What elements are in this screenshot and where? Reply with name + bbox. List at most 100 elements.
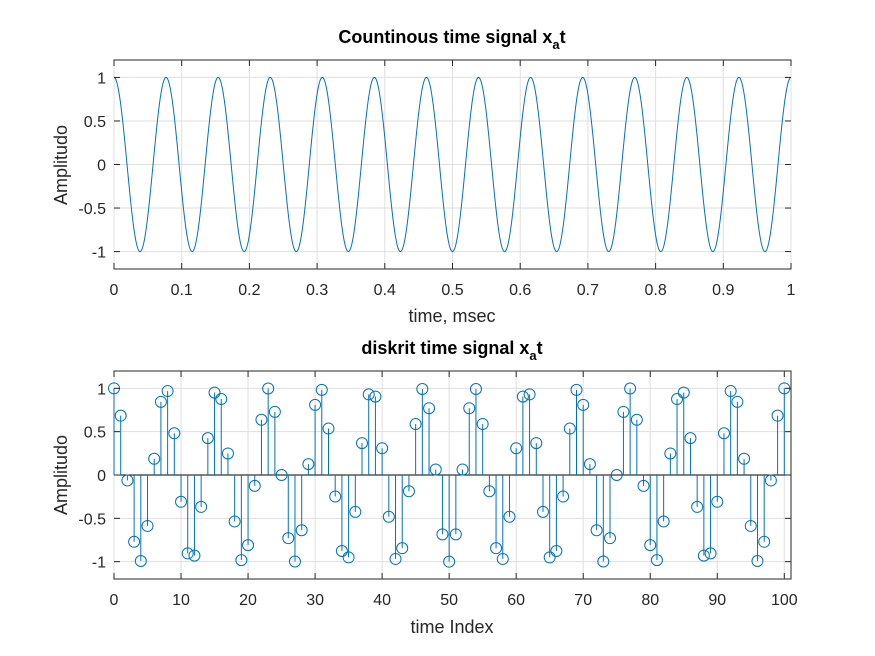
stem-marker xyxy=(309,398,322,411)
stem-marker xyxy=(751,554,764,567)
x-tick-label: 80 xyxy=(641,592,659,609)
y-axis-label-discrete: Amplitudo xyxy=(51,435,71,515)
stem-marker xyxy=(362,388,375,401)
stem-marker xyxy=(396,542,409,555)
x-tick-label: 50 xyxy=(440,592,458,609)
stem-marker xyxy=(724,385,737,398)
y-tick-label: -1 xyxy=(92,555,106,572)
stem-marker xyxy=(242,539,255,552)
stem-marker xyxy=(262,382,275,395)
stem-marker xyxy=(610,469,623,481)
y-tick-label: 0 xyxy=(97,158,106,175)
stem-marker xyxy=(644,539,657,552)
stem-marker xyxy=(208,386,221,399)
x-tick-label: 0.7 xyxy=(577,282,599,299)
y-tick-label: 0.5 xyxy=(84,114,106,131)
stem-marker xyxy=(516,390,529,403)
stem-marker xyxy=(764,474,777,487)
stem-marker xyxy=(758,535,771,548)
stem-marker xyxy=(154,395,167,408)
chart-title-discrete: diskrit time signal xat xyxy=(361,338,542,363)
stem-marker xyxy=(563,422,576,435)
stem-marker xyxy=(201,432,214,445)
x-tick-label: 30 xyxy=(306,592,324,609)
stem-marker xyxy=(369,390,382,403)
stem-marker xyxy=(161,385,174,398)
stem-marker xyxy=(657,515,670,528)
stem-marker xyxy=(590,524,603,537)
stem-marker xyxy=(456,463,469,476)
stem-marker xyxy=(664,447,677,460)
stem-marker xyxy=(604,532,617,545)
x-tick-label: 70 xyxy=(574,592,592,609)
stem-marker xyxy=(322,422,335,435)
stem-marker xyxy=(704,547,717,560)
series-continuous xyxy=(113,76,792,253)
stem-marker xyxy=(684,432,697,445)
x-tick-label: 0.4 xyxy=(374,282,396,299)
x-tick-label: 0.1 xyxy=(171,282,193,299)
stem-marker xyxy=(349,505,362,518)
stem-marker xyxy=(577,398,590,411)
stem-marker xyxy=(443,555,456,568)
x-tick-label: 0.8 xyxy=(644,282,666,299)
x-tick-label: 100 xyxy=(771,592,798,609)
stem-marker xyxy=(275,469,288,481)
stem-marker xyxy=(134,554,147,567)
x-tick-label: 0.5 xyxy=(441,282,463,299)
stem-marker xyxy=(382,510,395,523)
stem-marker xyxy=(570,383,583,396)
stem-marker xyxy=(449,528,462,541)
stem-marker xyxy=(315,383,328,396)
stem-marker xyxy=(744,519,757,532)
stem-marker xyxy=(221,447,234,460)
stem-marker xyxy=(738,452,751,465)
stem-marker xyxy=(248,479,261,492)
stem-marker xyxy=(235,554,248,567)
stem-marker xyxy=(148,452,161,465)
stem-marker xyxy=(650,554,663,567)
y-tick-label: -0.5 xyxy=(78,511,106,528)
stem-marker xyxy=(302,458,315,471)
x-tick-label: 40 xyxy=(373,592,391,609)
stem-marker xyxy=(195,500,208,513)
x-tick-label: 10 xyxy=(172,592,190,609)
stem-marker xyxy=(536,505,549,518)
stem-marker xyxy=(677,386,690,399)
x-axis-label-continuous: time, msec xyxy=(408,306,495,326)
stem-marker xyxy=(469,383,482,396)
stem-marker xyxy=(181,547,194,560)
x-tick-label: 60 xyxy=(507,592,525,609)
stem-marker xyxy=(288,555,301,568)
stem-marker xyxy=(389,552,402,565)
ticks-continuous: 0 0.1 0.2 0.3 0.4 0.5 0.6 0.7 0.8 0.9 1 -1 -0.5 0 0.5 1 xyxy=(78,60,796,299)
stem-marker xyxy=(496,552,509,565)
signal-line xyxy=(113,76,792,253)
stem-marker xyxy=(530,437,543,450)
stem-marker xyxy=(215,393,228,406)
grid-continuous xyxy=(113,60,792,269)
y-tick-label: -1 xyxy=(92,245,106,262)
stem-marker xyxy=(717,427,730,440)
stem-marker xyxy=(510,442,523,455)
stem-marker xyxy=(268,405,281,418)
y-axis-label-continuous: Amplitudo xyxy=(51,125,71,205)
x-tick-label: 0.3 xyxy=(306,282,328,299)
stem-marker xyxy=(617,405,630,418)
stem-marker xyxy=(463,402,476,415)
x-tick-label: 1 xyxy=(787,282,796,299)
stem-marker xyxy=(409,418,422,431)
y-tick-label: 1 xyxy=(97,381,106,398)
stem-marker xyxy=(423,402,436,415)
y-tick-label: 1 xyxy=(97,70,106,87)
stem-marker xyxy=(335,544,348,557)
stem-marker xyxy=(141,519,154,532)
stem-marker xyxy=(342,551,355,564)
stem-marker xyxy=(490,542,503,555)
stem-marker xyxy=(295,524,308,537)
x-tick-label: 0 xyxy=(110,282,119,299)
stem-marker xyxy=(503,510,516,523)
stem-marker xyxy=(630,413,643,426)
x-tick-label: 20 xyxy=(239,592,257,609)
